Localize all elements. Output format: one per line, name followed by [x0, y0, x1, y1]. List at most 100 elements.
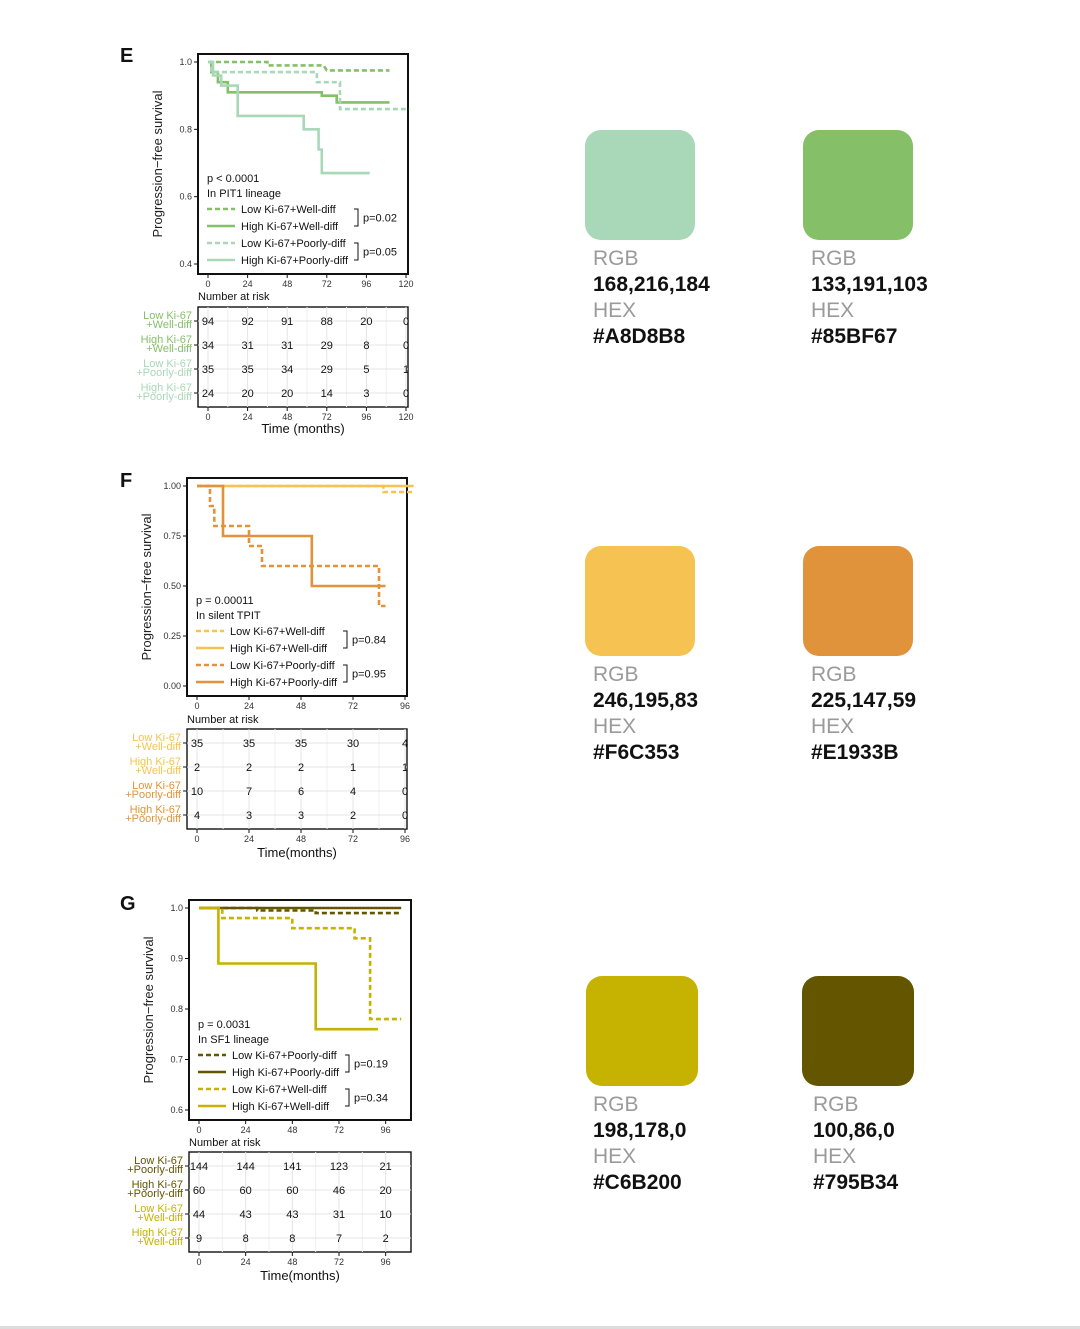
km-panel-f: F Progression−free survival 1.00 0.75 0.50 0.…	[120, 470, 414, 860]
risk-x-tick-label: 72	[348, 834, 358, 844]
x-tick-label: 0	[205, 279, 210, 289]
risk-count: 20	[281, 388, 293, 400]
risk-count: 35	[191, 738, 203, 750]
risk-count: 20	[241, 388, 253, 400]
x-tick-label: 96	[361, 279, 371, 289]
risk-count: 91	[281, 316, 293, 328]
swatch-card-5: RGB 198,178,0 HEX #C6B200	[586, 976, 698, 1196]
y-tick-label: 0.8	[179, 124, 192, 134]
legend-label: Low Ki-67+Well-diff	[230, 626, 326, 638]
risk-count: 0	[403, 340, 409, 352]
risk-count: 144	[190, 1161, 208, 1173]
risk-count: 2	[298, 762, 304, 774]
survival-curve-4	[197, 484, 386, 588]
hex-value: #A8D8B8	[593, 325, 686, 348]
survival-curve-2	[208, 60, 390, 104]
risk-group-label: +Well-diff	[137, 1236, 184, 1248]
y-tick-label: 1.0	[179, 57, 192, 67]
risk-group-label: +Poorly-diff	[127, 1188, 184, 1200]
legend-label: High Ki-67+Well-diff	[230, 643, 328, 655]
risk-count: 141	[283, 1161, 301, 1173]
hex-label: HEX	[811, 715, 855, 738]
y-tick-label: 0.7	[170, 1055, 183, 1065]
pair-bracket	[345, 1088, 350, 1107]
survival-curve-1	[208, 60, 390, 72]
risk-group-label: High Ki-67	[130, 756, 181, 768]
rgb-label: RGB	[813, 1093, 859, 1116]
risk-x-tick-label: 120	[398, 412, 413, 422]
rgb-label: RGB	[811, 247, 857, 270]
color-swatch	[585, 546, 695, 656]
color-swatch	[802, 976, 914, 1086]
risk-x-tick-label: 24	[243, 412, 253, 422]
color-swatch	[586, 976, 698, 1086]
p-value-text: p = 0.0031	[198, 1019, 250, 1031]
risk-count: 14	[321, 388, 333, 400]
risk-count: 4	[350, 786, 356, 798]
risk-group-label: +Well-diff	[146, 319, 193, 331]
risk-count: 24	[202, 388, 214, 400]
risk-count: 34	[202, 340, 214, 352]
x-axis-label: Time (months)	[261, 421, 344, 436]
y-tick-label: 0.9	[170, 954, 183, 964]
panel-letter: E	[120, 45, 133, 67]
risk-count: 7	[246, 786, 252, 798]
risk-group-label: Low Ki-67	[134, 1155, 183, 1167]
x-tick-label: 48	[296, 701, 306, 711]
rgb-value: 246,195,83	[593, 689, 699, 712]
risk-table-title: Number at risk	[187, 714, 259, 726]
hex-value: #F6C353	[593, 741, 680, 764]
legend-label: Low Ki-67+Well-diff	[241, 204, 337, 216]
km-panel-e: E Progression−free survival 1.0 0.8 0.6 0.4 0 2…	[120, 45, 414, 436]
rgb-value: 100,86,0	[813, 1119, 895, 1142]
risk-group-label: +Poorly-diff	[127, 1164, 184, 1176]
risk-count: 29	[321, 364, 333, 376]
risk-count: 60	[286, 1185, 298, 1197]
plot-frame	[188, 899, 412, 1121]
risk-count: 60	[240, 1185, 252, 1197]
risk-count: 144	[236, 1161, 254, 1173]
rgb-value: 168,216,184	[593, 273, 710, 296]
x-tick-label: 24	[241, 1125, 251, 1135]
risk-count: 92	[241, 316, 253, 328]
risk-count: 46	[333, 1185, 345, 1197]
hex-label: HEX	[593, 715, 637, 738]
risk-x-tick-label: 72	[334, 1257, 344, 1267]
risk-count: 60	[193, 1185, 205, 1197]
risk-group-label: Low Ki-67	[143, 310, 192, 322]
legend-label: Low Ki-67+Well-diff	[232, 1084, 328, 1096]
risk-count: 31	[333, 1209, 345, 1221]
pair-p-value: p=0.02	[363, 213, 397, 225]
risk-x-tick-label: 0	[196, 1257, 201, 1267]
risk-count: 2	[383, 1233, 389, 1245]
x-axis-label: Time(months)	[257, 845, 337, 860]
risk-count: 10	[380, 1209, 392, 1221]
hex-label: HEX	[813, 1145, 857, 1168]
risk-table-frame	[197, 306, 409, 408]
risk-count: 43	[240, 1209, 252, 1221]
plot-frame	[197, 53, 409, 275]
risk-count: 88	[321, 316, 333, 328]
risk-table-frame	[188, 1151, 412, 1253]
risk-count: 34	[281, 364, 293, 376]
risk-count: 5	[363, 364, 369, 376]
x-tick-label: 72	[322, 279, 332, 289]
y-axis-label: Progression−free survival	[141, 936, 156, 1083]
y-tick-label: 0.75	[163, 531, 181, 541]
x-tick-label: 48	[287, 1125, 297, 1135]
risk-group-label: Low Ki-67	[132, 780, 181, 792]
risk-count: 44	[193, 1209, 205, 1221]
risk-group-label: High Ki-67	[141, 334, 192, 346]
risk-x-tick-label: 96	[381, 1257, 391, 1267]
risk-count: 6	[298, 786, 304, 798]
y-tick-label: 0.8	[170, 1004, 183, 1014]
survival-curve-3	[197, 484, 386, 608]
pair-p-value: p=0.34	[354, 1093, 388, 1105]
rgb-value: 198,178,0	[593, 1119, 687, 1142]
survival-curve-4	[199, 906, 378, 1031]
hex-label: HEX	[593, 299, 637, 322]
y-tick-label: 0.6	[179, 192, 192, 202]
y-axis-label: Progression−free survival	[139, 513, 154, 660]
legend-label: High Ki-67+Well-diff	[232, 1101, 330, 1113]
risk-count: 1	[402, 762, 408, 774]
